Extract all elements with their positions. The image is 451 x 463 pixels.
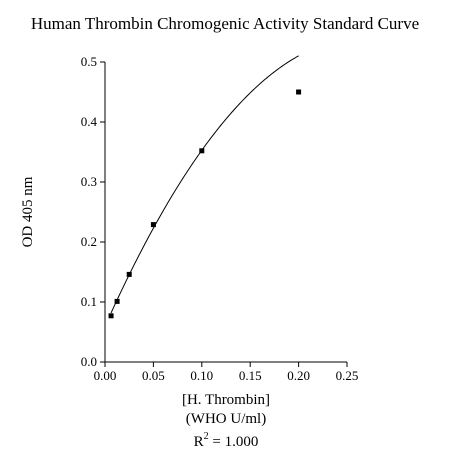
r-squared-prefix: R [194, 434, 204, 450]
data-point [126, 271, 132, 277]
y-tick-label: 0.4 [81, 114, 98, 129]
y-tick-label: 0.0 [81, 354, 97, 369]
r-squared-label: R2 = 1.000 [194, 431, 259, 450]
y-tick-label: 0.3 [81, 174, 97, 189]
y-tick-label: 0.5 [81, 54, 97, 69]
y-axis-label: OD 405 nm [20, 176, 36, 247]
x-axis-label-line1: [H. Thrombin] [182, 392, 270, 408]
x-tick-label: 0.00 [94, 368, 117, 383]
data-point [199, 148, 205, 154]
data-point [108, 313, 114, 319]
y-tick-label: 0.2 [81, 234, 97, 249]
data-point [150, 222, 156, 228]
data-point [114, 298, 120, 304]
y-tick-label: 0.1 [81, 294, 97, 309]
x-axis-label-line2: (WHO U/ml) [186, 411, 266, 427]
x-axis: 0.00 0.05 0.10 0.15 0.20 0.25 [94, 361, 359, 383]
x-tick-label: 0.05 [142, 368, 165, 383]
fit-curve [110, 55, 299, 314]
plot-area [108, 55, 302, 319]
y-axis: 0.0 0.1 0.2 0.3 0.4 0.5 [81, 54, 106, 369]
r-squared-value: = 1.000 [209, 434, 259, 450]
x-tick-label: 0.20 [287, 368, 310, 383]
data-point [296, 89, 302, 95]
chart-title: Human Thrombin Chromogenic Activity Stan… [31, 14, 419, 33]
x-tick-label: 0.10 [190, 368, 213, 383]
x-tick-label: 0.25 [336, 368, 359, 383]
x-tick-label: 0.15 [239, 368, 262, 383]
r-squared-exponent: 2 [204, 431, 209, 442]
